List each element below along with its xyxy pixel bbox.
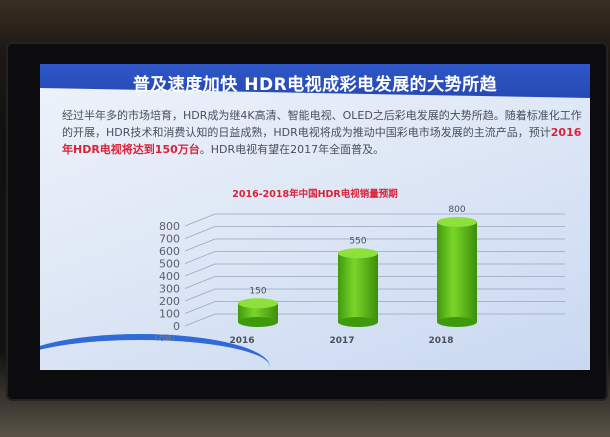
x-tick-label: 2018 <box>428 336 453 346</box>
x-tick-label: 2016 <box>229 336 254 346</box>
body-highlight: 2016年HDR电视将达到150万台 <box>62 126 582 156</box>
data-label: 150 <box>249 286 266 296</box>
bar-base <box>338 317 378 327</box>
bar-base <box>238 317 278 327</box>
y-tick-label: 800 <box>159 220 180 233</box>
y-tick-label: 0 <box>173 320 180 333</box>
bar-base <box>437 317 477 327</box>
y-tick-label: 400 <box>159 270 180 283</box>
y-axis-unit: (万台) <box>155 333 175 342</box>
bar-2016 <box>238 303 278 322</box>
y-tick-label: 700 <box>159 233 180 246</box>
gridline-depth <box>184 251 216 264</box>
gridline-depth <box>184 263 216 277</box>
gridline-depth <box>184 276 216 289</box>
bar-chart: 0100200300400500600700800(万台)15020165502… <box>155 205 565 346</box>
chart-title: 2016-2018年中国HDR电视销量预期 <box>232 189 398 200</box>
presentation-slide: 普及速度加快 HDR电视成彩电发展的大势所趋 经过半年多的市场培育，HDR成为继… <box>40 64 590 370</box>
bar-top <box>238 298 278 309</box>
bar-top <box>437 217 477 227</box>
gridline-depth <box>184 288 216 302</box>
body-text-end: 。HDR电视有望在2017年全面普及。 <box>199 143 385 156</box>
bar-2017 <box>338 253 378 322</box>
gridline-depth <box>184 301 216 314</box>
data-label: 800 <box>448 205 465 215</box>
slide-body-text: 经过半年多的市场培育，HDR成为继4K高清、智能电视、OLED之后彩电发展的大势… <box>62 107 582 158</box>
y-tick-label: 100 <box>159 308 180 321</box>
bar-top <box>338 248 378 259</box>
y-tick-label: 600 <box>159 245 180 258</box>
body-text: 经过半年多的市场培育，HDR成为继4K高清、智能电视、OLED之后彩电发展的大势… <box>62 109 582 139</box>
gridline-depth <box>184 226 216 239</box>
x-tick-label: 2017 <box>329 336 354 346</box>
y-tick-label: 300 <box>159 283 180 296</box>
gridline-depth <box>184 213 216 227</box>
gridline-depth <box>184 238 216 252</box>
bar-2018 <box>437 222 477 322</box>
y-tick-label: 200 <box>159 295 180 308</box>
slide-title: 普及速度加快 HDR电视成彩电发展的大势所趋 <box>132 75 498 95</box>
gridline-depth <box>184 313 216 327</box>
decorative-swoosh <box>40 334 270 370</box>
data-label: 550 <box>349 236 366 246</box>
y-tick-label: 500 <box>159 258 180 271</box>
